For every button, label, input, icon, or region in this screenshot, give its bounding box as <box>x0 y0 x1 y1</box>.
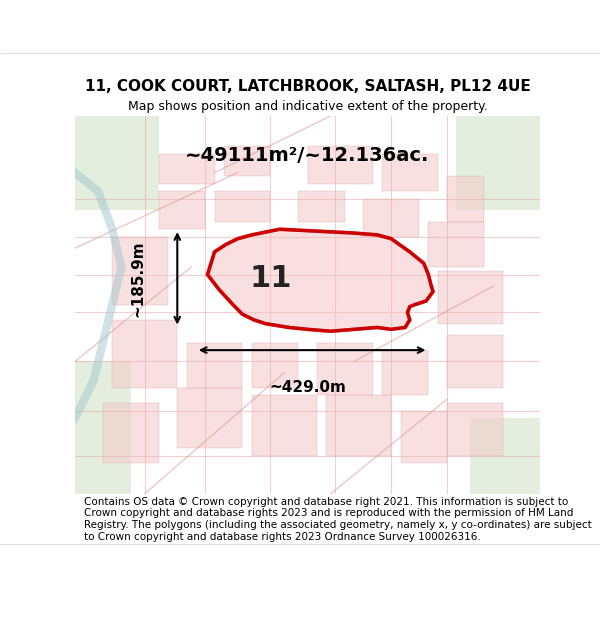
Text: Contains OS data © Crown copyright and database right 2021. This information is : Contains OS data © Crown copyright and d… <box>84 497 592 542</box>
FancyBboxPatch shape <box>103 403 158 464</box>
FancyBboxPatch shape <box>75 116 158 211</box>
FancyBboxPatch shape <box>438 271 503 324</box>
FancyBboxPatch shape <box>112 320 178 388</box>
FancyBboxPatch shape <box>75 361 131 494</box>
FancyBboxPatch shape <box>382 154 438 191</box>
FancyBboxPatch shape <box>215 191 270 222</box>
FancyBboxPatch shape <box>298 191 344 222</box>
FancyBboxPatch shape <box>326 396 391 456</box>
FancyBboxPatch shape <box>447 335 503 388</box>
FancyBboxPatch shape <box>112 237 168 305</box>
Text: ~49111m²/~12.136ac.: ~49111m²/~12.136ac. <box>185 146 430 165</box>
Text: 11, COOK COURT, LATCHBROOK, SALTASH, PL12 4UE: 11, COOK COURT, LATCHBROOK, SALTASH, PL1… <box>85 79 530 94</box>
FancyBboxPatch shape <box>456 116 540 211</box>
Text: Map shows position and indicative extent of the property.: Map shows position and indicative extent… <box>128 101 487 113</box>
FancyBboxPatch shape <box>158 154 215 184</box>
Text: ~185.9m: ~185.9m <box>130 240 145 317</box>
FancyBboxPatch shape <box>252 342 298 388</box>
Text: ~429.0m: ~429.0m <box>269 381 346 396</box>
FancyBboxPatch shape <box>252 396 317 456</box>
FancyBboxPatch shape <box>401 411 447 464</box>
FancyBboxPatch shape <box>428 222 484 267</box>
FancyBboxPatch shape <box>364 199 419 237</box>
FancyBboxPatch shape <box>447 403 503 456</box>
Polygon shape <box>208 229 433 331</box>
FancyBboxPatch shape <box>158 191 205 229</box>
FancyBboxPatch shape <box>308 146 373 184</box>
FancyBboxPatch shape <box>187 342 242 388</box>
FancyBboxPatch shape <box>224 146 271 176</box>
FancyBboxPatch shape <box>447 176 484 222</box>
FancyBboxPatch shape <box>470 418 540 494</box>
FancyBboxPatch shape <box>317 342 373 396</box>
Text: 11: 11 <box>249 264 292 293</box>
FancyBboxPatch shape <box>178 388 242 448</box>
FancyBboxPatch shape <box>382 350 428 396</box>
